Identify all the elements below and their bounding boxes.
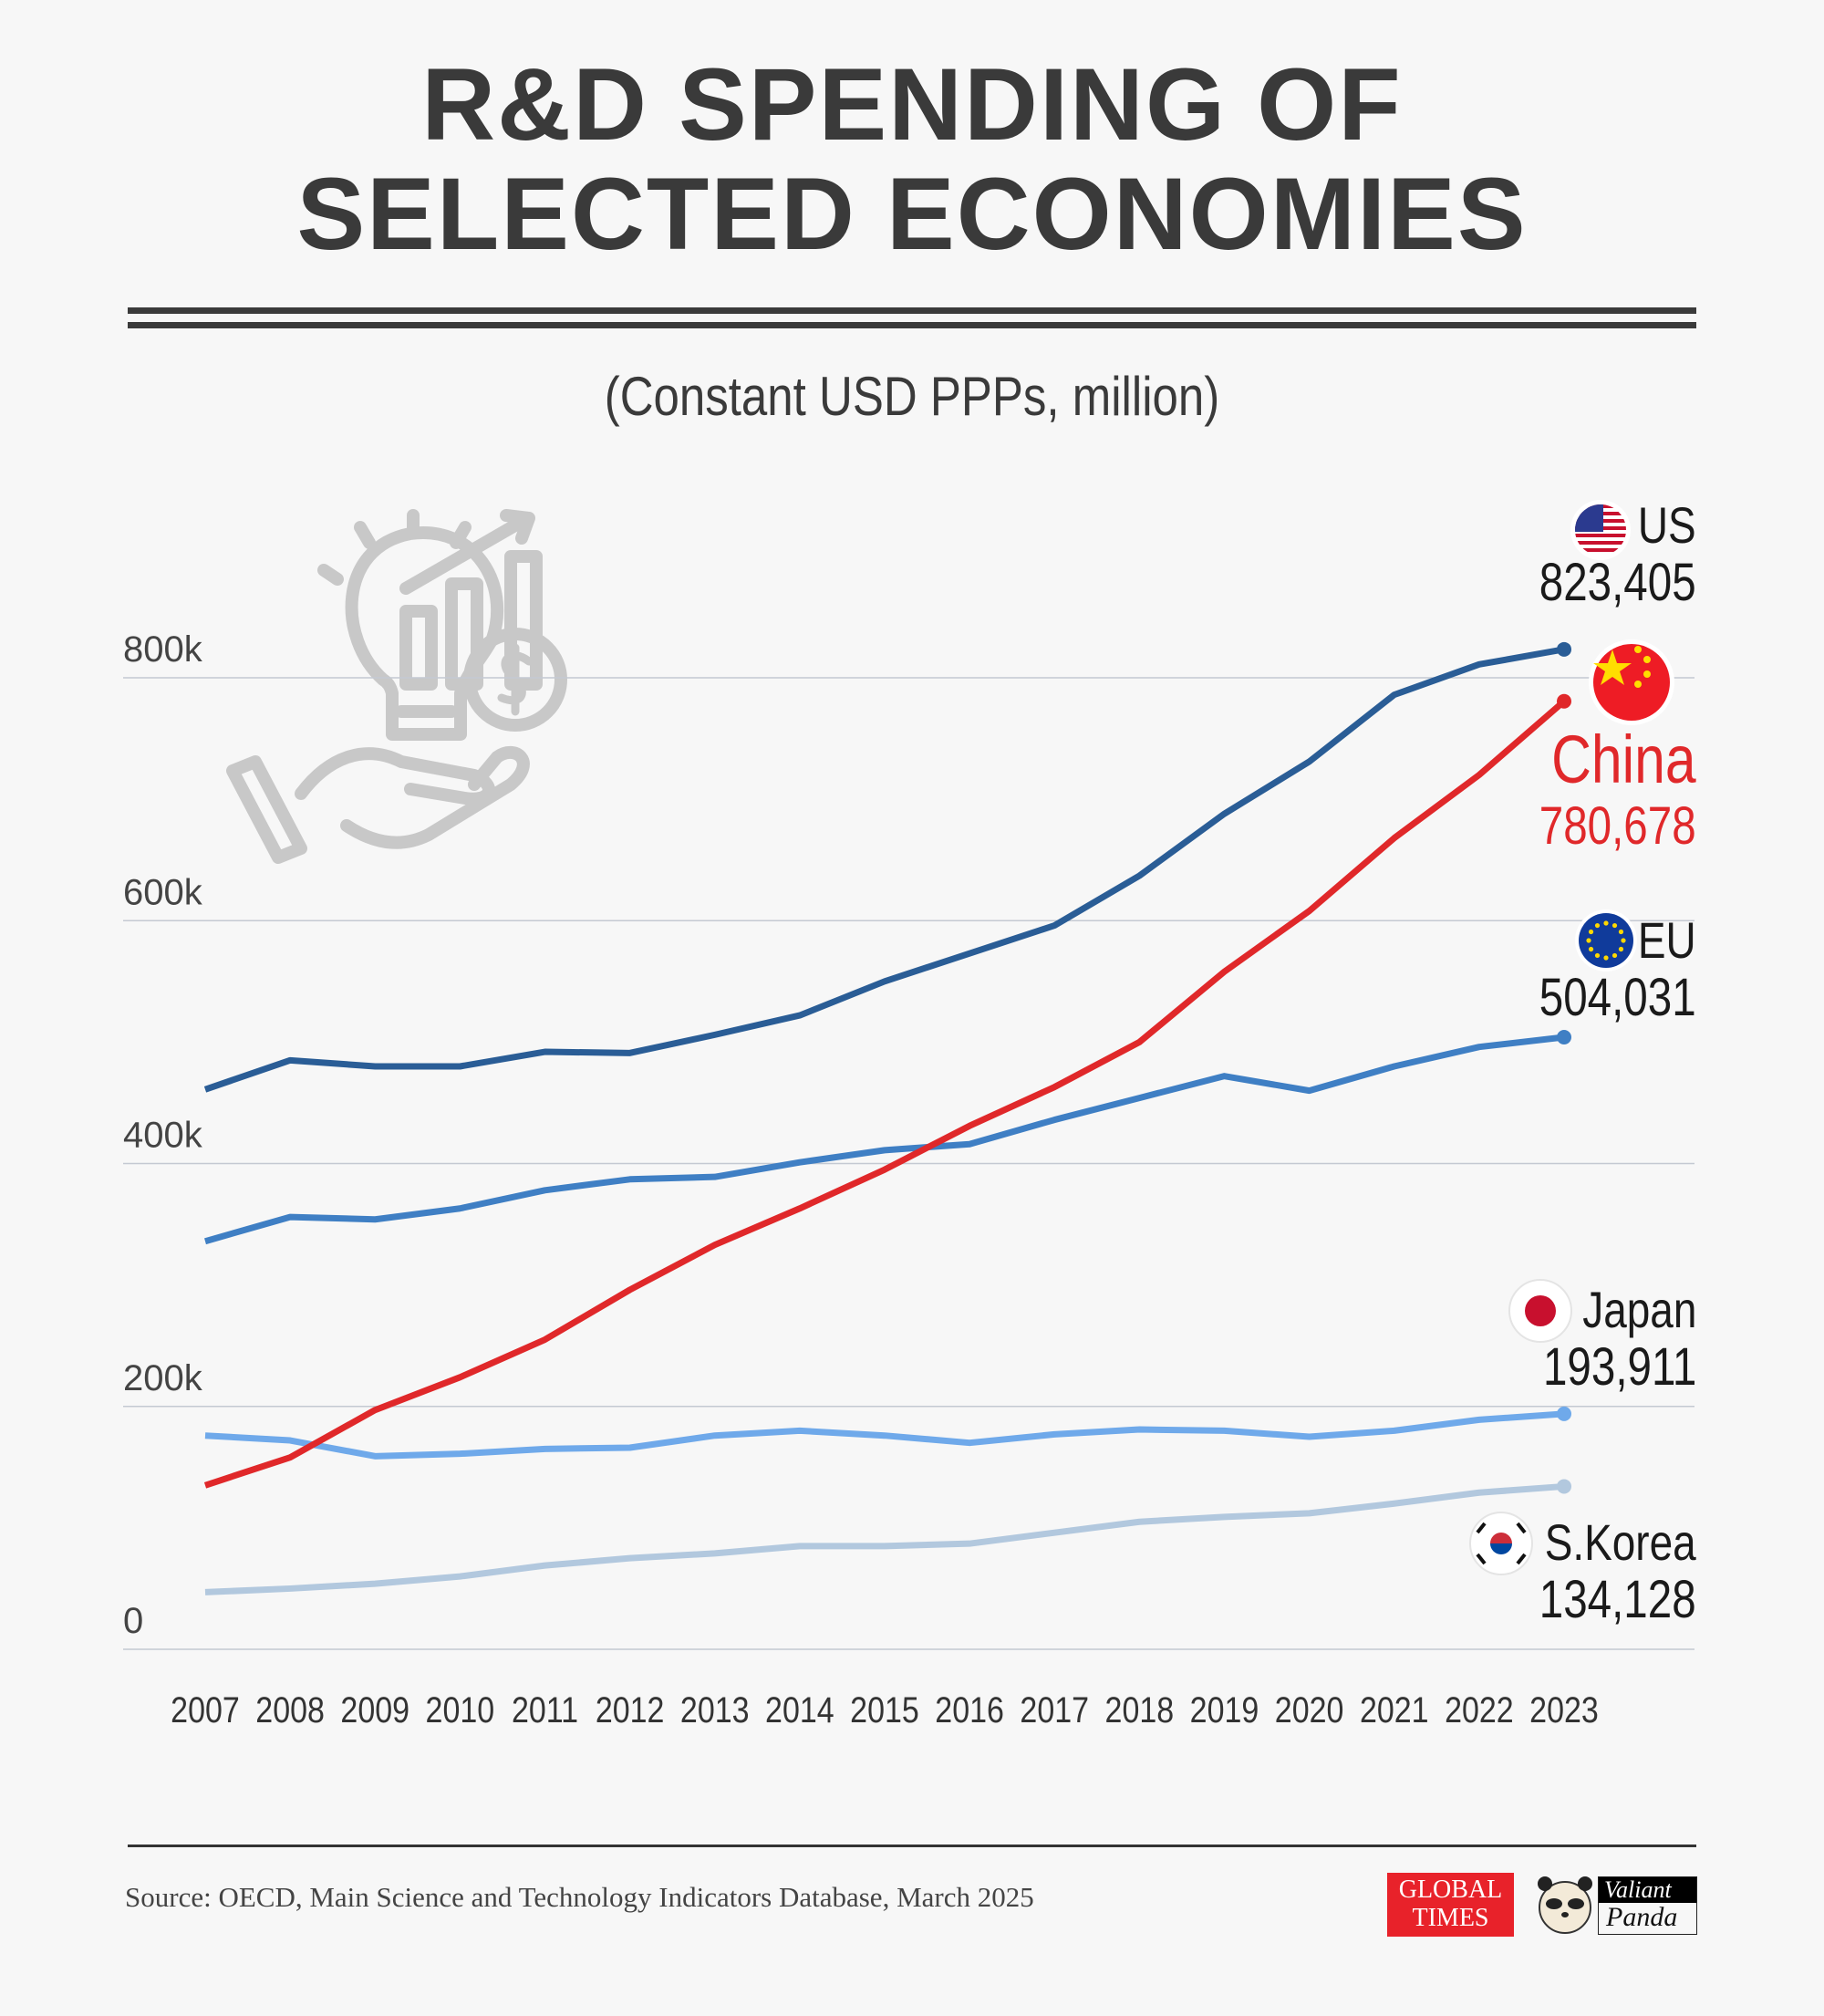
series-value-skorea: 134,128 <box>1539 1570 1696 1629</box>
x-tick-label: 2023 <box>1529 1689 1599 1730</box>
source-note: Source: OECD, Main Science and Technolog… <box>125 1881 1034 1913</box>
valiant-panda-logo: Valiant Panda <box>1598 1876 1697 1935</box>
x-tick-label: 2013 <box>680 1689 750 1730</box>
korea-flag-icon <box>1469 1512 1533 1575</box>
china-flag-icon <box>1589 639 1674 725</box>
series-line-china <box>203 699 1567 1489</box>
series-value-eu: 504,031 <box>1539 968 1696 1027</box>
eu-star <box>1588 946 1594 952</box>
footer-rule <box>128 1845 1696 1847</box>
series-line-us <box>203 646 1565 1093</box>
eu-star <box>1603 955 1609 961</box>
series-value-us: 823,405 <box>1539 553 1696 612</box>
end-point-skorea <box>1557 1479 1571 1494</box>
eu-star <box>1586 938 1591 943</box>
japan-flag-icon <box>1508 1279 1572 1343</box>
eu-star <box>1594 922 1601 929</box>
x-tick-label: 2007 <box>171 1689 240 1730</box>
x-tick-label: 2018 <box>1105 1689 1175 1730</box>
title-line-2: SELECTED ECONOMIES <box>296 157 1528 271</box>
eu-flag-icon <box>1575 909 1637 972</box>
series-value-japan: 193,911 <box>1542 1337 1696 1397</box>
title-line-1: R&D SPENDING OF <box>421 47 1403 161</box>
end-point-us <box>1557 641 1571 657</box>
lightbulb-money-icon <box>226 509 567 864</box>
x-tick-label: 2011 <box>512 1689 578 1730</box>
x-tick-label: 2019 <box>1190 1689 1259 1730</box>
series-name-us: US <box>1638 496 1696 554</box>
x-tick-label: 2015 <box>850 1689 919 1730</box>
end-point-eu <box>1557 1030 1571 1045</box>
eu-star <box>1621 938 1626 943</box>
series-label-skorea: S.Korea 134,128 <box>1539 1514 1696 1629</box>
y-tick-label: 400k <box>123 1116 203 1156</box>
x-tick-label: 2017 <box>1020 1689 1089 1730</box>
y-tick-label: 800k <box>123 629 203 670</box>
series-line-japan <box>204 1410 1565 1460</box>
us-flag-icon <box>1570 500 1631 560</box>
eu-star <box>1618 946 1624 952</box>
eu-star <box>1612 922 1618 929</box>
series-label-china: China 780,678 <box>1539 722 1696 856</box>
x-tick-label: 2012 <box>596 1689 665 1730</box>
series-label-eu: EU 504,031 <box>1539 912 1696 1027</box>
series-name-japan: Japan <box>1581 1281 1696 1338</box>
eu-star <box>1612 952 1618 959</box>
title-rule-top <box>128 307 1696 314</box>
x-tick-label: 2022 <box>1445 1689 1514 1730</box>
end-point-china <box>1557 693 1571 709</box>
panda-logo-icon <box>1538 1876 1592 1934</box>
global-times-logo: GLOBAL TIMES <box>1387 1873 1514 1937</box>
x-tick-label: 2021 <box>1360 1689 1429 1730</box>
x-tick-label: 2010 <box>426 1689 495 1730</box>
series-line-eu <box>204 1034 1565 1245</box>
series-label-us: US 823,405 <box>1539 497 1696 612</box>
x-tick-label: 2020 <box>1275 1689 1344 1730</box>
x-tick-label: 2009 <box>340 1689 409 1730</box>
series-label-japan: Japan 193,911 <box>1543 1282 1696 1397</box>
x-tick-label: 2016 <box>935 1689 1004 1730</box>
y-tick-label: 0 <box>123 1601 143 1641</box>
eu-star <box>1603 920 1609 926</box>
eu-star <box>1588 929 1594 935</box>
series-value-china: 780,678 <box>1539 796 1696 856</box>
series-name-skorea: S.Korea <box>1545 1513 1696 1571</box>
series-line-skorea <box>204 1482 1565 1595</box>
series-name-china: China <box>1551 722 1696 797</box>
x-tick-label: 2008 <box>255 1689 325 1730</box>
y-tick-label: 200k <box>123 1358 203 1398</box>
eu-star <box>1594 952 1601 959</box>
x-tick-label: 2014 <box>765 1689 834 1730</box>
end-point-japan <box>1557 1406 1571 1421</box>
subtitle: (Constant USD PPPs, million) <box>604 366 1220 427</box>
y-tick-label: 600k <box>123 872 203 912</box>
eu-star <box>1618 929 1624 935</box>
title-rule-bottom <box>128 322 1696 328</box>
series-name-eu: EU <box>1638 911 1696 969</box>
